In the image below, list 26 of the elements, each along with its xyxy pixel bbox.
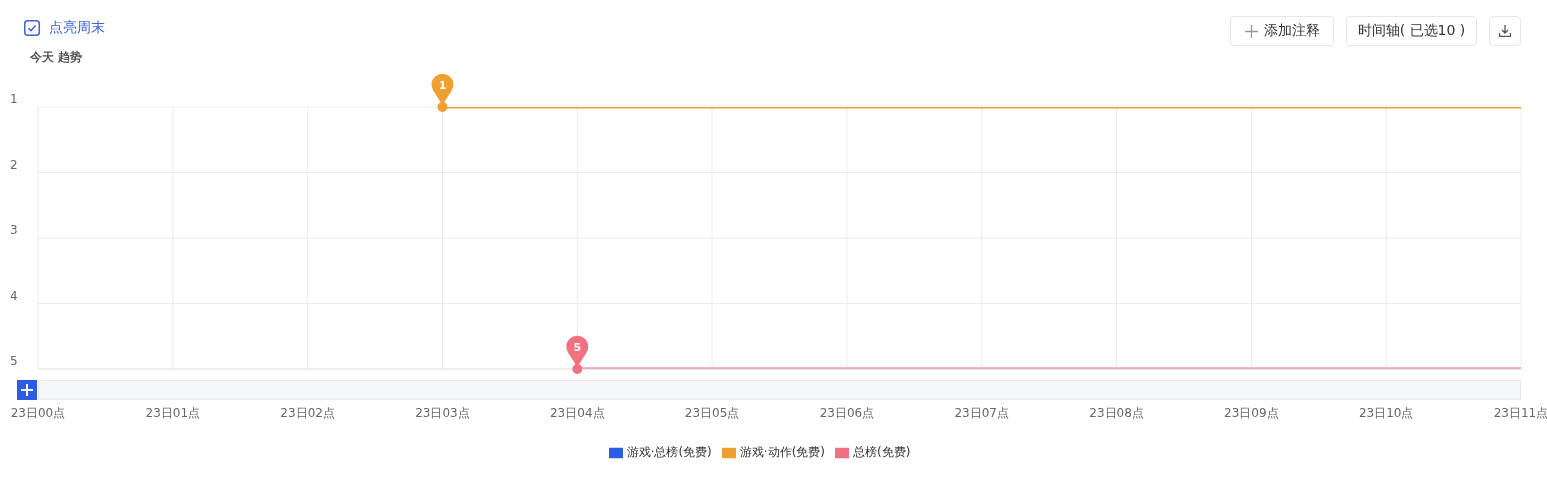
annotation: 5: [573, 341, 582, 354]
chart-title: 今天 趋势: [30, 49, 83, 66]
y-tick-label: 2: [10, 157, 18, 172]
y-tick-label: 4: [10, 288, 18, 303]
annotation: 1: [438, 79, 447, 92]
text: 点亮周末: [49, 19, 105, 37]
x-tick-label: 23日01点: [145, 406, 201, 420]
x-tick-label: 23日03点: [415, 406, 470, 420]
x-tick-label: 23日10点: [1358, 406, 1414, 420]
x-tick-label: 23日04点: [550, 406, 605, 420]
x-tick-label: 23日08点: [1089, 406, 1144, 420]
legend-label: 游戏·动作(免费): [739, 445, 825, 459]
y-tick-label: 1: [10, 92, 18, 106]
x-tick-label: 23日11点: [1493, 406, 1547, 420]
x-tick-label: 23日06点: [819, 406, 875, 420]
y-tick-label: 3: [10, 223, 18, 237]
y-tick-label: 5: [10, 354, 18, 368]
x-tick-label: 23日09点: [1224, 406, 1279, 420]
text: 时间轴( 已选10 ): [1357, 22, 1466, 40]
x-tick-label: 23日05点: [684, 406, 740, 420]
legend-label: 游戏·总榜(免费): [626, 445, 712, 459]
text: 添加注释: [1263, 22, 1320, 40]
legend-label: 总榜(免费): [853, 445, 911, 459]
x-tick-label: 23日02点: [280, 406, 335, 420]
x-tick-label: 23日00点: [10, 406, 66, 420]
x-tick-label: 23日07点: [954, 406, 1009, 420]
